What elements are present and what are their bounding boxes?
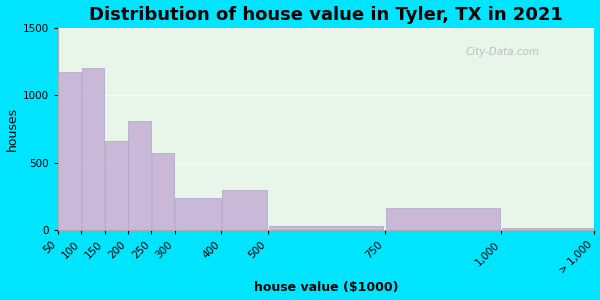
Text: City-Data.com: City-Data.com <box>466 47 540 57</box>
Bar <box>386 208 500 230</box>
Title: Distribution of house value in Tyler, TX in 2021: Distribution of house value in Tyler, TX… <box>89 6 563 24</box>
Bar <box>82 68 104 230</box>
Bar <box>58 72 81 230</box>
Bar <box>128 121 151 230</box>
Y-axis label: houses: houses <box>5 107 19 151</box>
Bar <box>502 228 593 230</box>
Bar <box>269 226 383 230</box>
Bar <box>105 141 128 230</box>
X-axis label: house value ($1000): house value ($1000) <box>254 281 398 294</box>
Bar <box>175 198 221 230</box>
Bar <box>152 154 175 230</box>
Bar <box>222 190 268 230</box>
